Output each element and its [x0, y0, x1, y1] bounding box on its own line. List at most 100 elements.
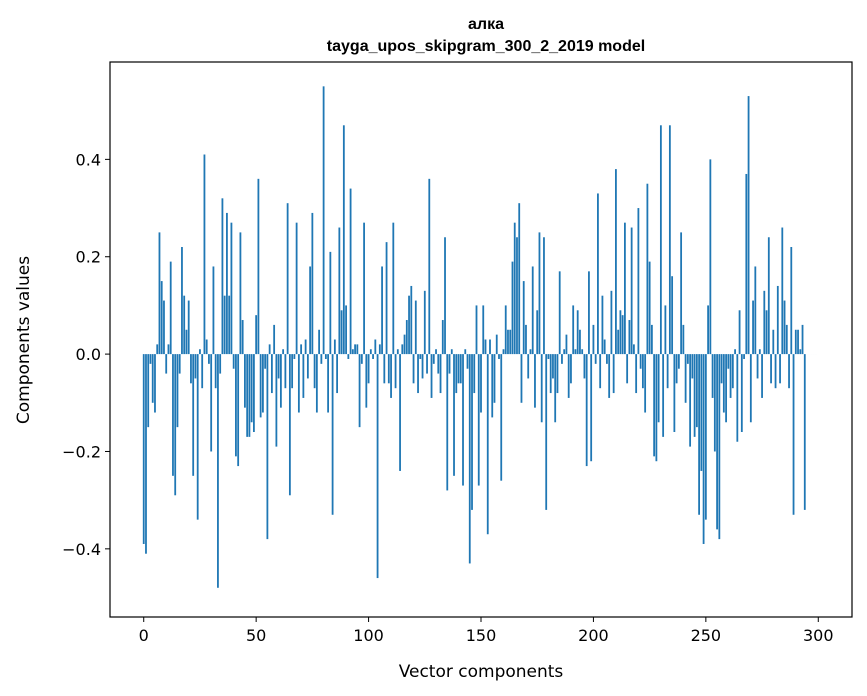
bar-17: [181, 247, 183, 355]
x-axis-label: Vector components: [399, 662, 564, 682]
bar-266: [740, 354, 743, 432]
bar-124: [421, 354, 424, 379]
bar-4: [151, 354, 154, 403]
bar-283: [779, 354, 781, 384]
bar-82: [327, 354, 329, 413]
bar-151: [482, 305, 485, 355]
bar-5: [154, 354, 156, 413]
bar-202: [597, 193, 599, 355]
bar-286: [785, 324, 788, 355]
bar-93: [351, 349, 354, 355]
bar-278: [767, 237, 770, 355]
bar-189: [567, 354, 570, 398]
bar-180: [547, 354, 550, 359]
bar-210: [615, 169, 617, 355]
bar-18: [183, 295, 186, 355]
bar-244: [691, 354, 694, 379]
bar-146: [471, 354, 473, 510]
bar-179: [545, 354, 548, 510]
bar-191: [572, 305, 575, 355]
bar-59: [275, 354, 278, 447]
bar-67: [293, 354, 296, 359]
bar-28: [205, 339, 208, 355]
bar-213: [621, 315, 624, 355]
bar-29: [208, 354, 210, 364]
bar-194: [579, 329, 581, 355]
bar-6: [156, 344, 159, 355]
bar-43: [239, 232, 242, 355]
bar-134: [444, 237, 446, 355]
bar-169: [522, 281, 525, 355]
bar-200: [592, 324, 595, 355]
bar-272: [754, 266, 757, 355]
bar-236: [673, 354, 676, 432]
bar-1: [145, 354, 147, 554]
x-tick-label: 300: [803, 626, 834, 645]
bar-268: [745, 173, 748, 355]
y-axis-ticks: −0.4 −0.2 0.0 0.2 0.4: [62, 150, 110, 559]
bar-148: [475, 305, 478, 355]
bar-147: [473, 354, 476, 394]
bar-226: [650, 324, 653, 355]
bar-35: [221, 198, 224, 355]
bar-150: [480, 354, 482, 413]
bar-116: [403, 334, 406, 355]
bar-138: [453, 354, 455, 476]
bar-7: [158, 232, 161, 355]
x-tick-label: 250: [691, 626, 722, 645]
x-tick-label: 0: [139, 626, 149, 645]
bar-111: [392, 222, 395, 355]
bar-154: [489, 339, 491, 355]
bar-163: [509, 329, 512, 355]
bar-176: [538, 232, 541, 355]
bar-197: [585, 354, 588, 467]
bar-195: [581, 349, 584, 355]
bar-161: [504, 305, 507, 355]
bar-252: [709, 159, 712, 355]
bar-239: [680, 232, 683, 355]
bar-115: [401, 344, 404, 355]
bar-229: [657, 354, 660, 423]
bar-76: [313, 354, 316, 389]
bar-166: [516, 237, 518, 355]
bar-54: [264, 354, 267, 369]
bar-155: [491, 354, 494, 418]
bar-170: [525, 324, 527, 355]
bar-215: [626, 354, 629, 384]
bar-172: [529, 349, 532, 355]
bar-56: [268, 344, 271, 355]
bar-153: [486, 354, 489, 535]
bar-61: [279, 354, 282, 408]
y-tick-label: −0.2: [62, 442, 101, 461]
bar-265: [738, 310, 741, 355]
bar-201: [594, 354, 597, 364]
bar-258: [722, 354, 725, 413]
bar-32: [214, 354, 217, 389]
bar-221: [639, 354, 642, 369]
bar-34: [219, 354, 222, 374]
bar-96: [358, 354, 361, 428]
bar-174: [534, 354, 536, 408]
bar-78: [318, 329, 321, 355]
bar-25: [199, 349, 201, 355]
bar-251: [707, 305, 709, 355]
bar-198: [588, 271, 590, 355]
bar-171: [527, 354, 530, 379]
bar-122: [417, 354, 419, 394]
bar-108: [385, 242, 388, 355]
bar-118: [408, 295, 410, 355]
bar-86: [336, 354, 338, 394]
bar-284: [781, 227, 784, 355]
bar-81: [324, 354, 327, 359]
bar-23: [194, 354, 197, 379]
bar-273: [756, 354, 759, 379]
bar-224: [646, 183, 649, 355]
bar-75: [311, 212, 314, 355]
bar-70: [300, 344, 303, 355]
bar-177: [540, 354, 543, 423]
bar-245: [693, 354, 696, 437]
bar-91: [347, 354, 350, 359]
bar-44: [241, 320, 244, 355]
bar-60: [277, 354, 280, 379]
bar-126: [426, 354, 428, 374]
